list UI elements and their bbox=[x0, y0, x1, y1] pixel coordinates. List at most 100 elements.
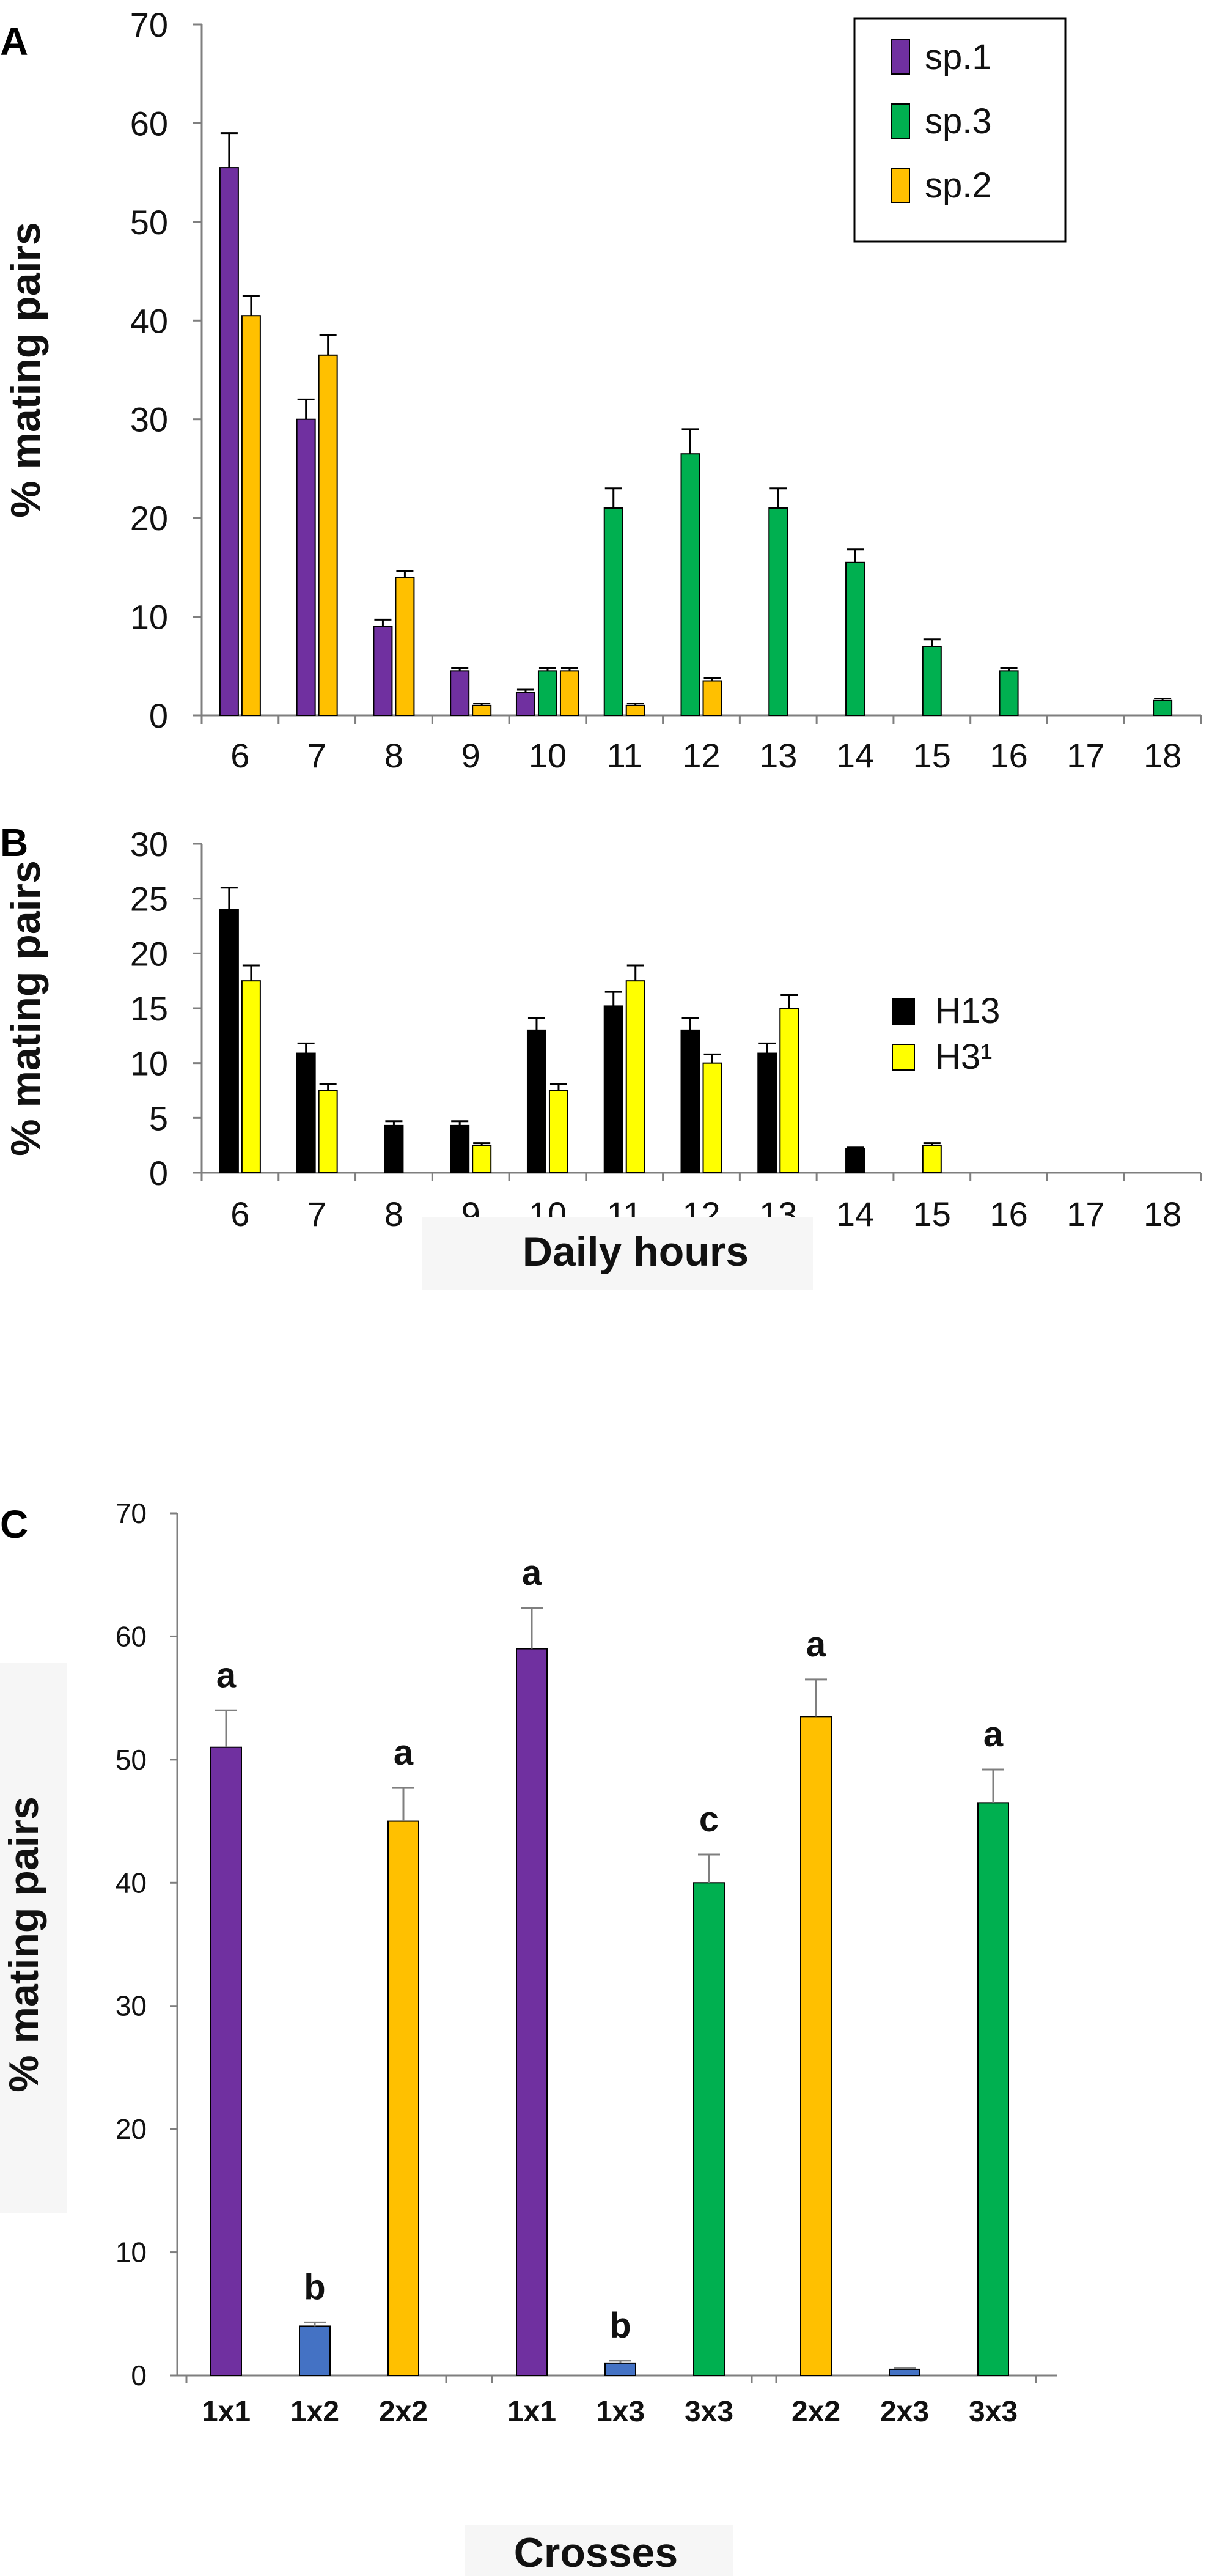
panel-c-x-axis-title: Crosses bbox=[514, 2530, 678, 2576]
panel-a-y-tick-label: 50 bbox=[130, 203, 168, 242]
panel-b-x-tick-label: 18 bbox=[1144, 1195, 1181, 1233]
panel-a-y-tick-label: 60 bbox=[130, 104, 168, 142]
panel-b-bar-h3-11 bbox=[625, 980, 645, 1173]
panel-c-significance-letter: a bbox=[522, 1553, 542, 1593]
panel-a-bar-sp-3-11 bbox=[603, 507, 623, 716]
panel-c-y-tick-label: 30 bbox=[116, 1990, 147, 2022]
panel-b-bar-h3-12 bbox=[702, 1062, 722, 1173]
panel-a-bar-sp-2-12 bbox=[702, 680, 722, 716]
panel-b-bar-h13-6 bbox=[219, 909, 239, 1173]
panel-b-x-tick-label: 15 bbox=[913, 1195, 951, 1233]
panel-a-letter: A bbox=[0, 20, 28, 64]
panel-b-letter: B bbox=[0, 821, 28, 865]
panel-c-bar-group3-3x3 bbox=[977, 1802, 1009, 2377]
panel-a-x-tick-label: 6 bbox=[230, 736, 249, 775]
panel-c-y-tick-label: 40 bbox=[116, 1867, 147, 1899]
panel-a-bar-sp-1-6 bbox=[219, 167, 239, 717]
panel-a-bar-sp-3-12 bbox=[680, 453, 700, 716]
panel-b-bar-h13-10 bbox=[526, 1029, 546, 1174]
panel-a-bar-sp-3-16 bbox=[999, 670, 1019, 717]
panel-c-significance-letter: a bbox=[394, 1733, 414, 1773]
panel-a-bar-sp-1-8 bbox=[373, 626, 393, 716]
panel-c-y-tick-label: 60 bbox=[116, 1620, 147, 1652]
panel-b-x-tick-label: 14 bbox=[836, 1195, 874, 1233]
panel-c-significance-letter: a bbox=[216, 1655, 237, 1695]
panel-c-significance-letter: c bbox=[699, 1799, 719, 1839]
panel-c-y-title-backdrop bbox=[0, 1663, 67, 2213]
panel-a-bar-sp-1-7 bbox=[296, 418, 316, 716]
panel-a-legend-label-sp-1: sp.1 bbox=[925, 37, 992, 77]
panel-a-bar-sp-1-10 bbox=[515, 692, 535, 717]
panel-b-legend-swatch-h13 bbox=[892, 998, 915, 1025]
panel-b-bar-h13-8 bbox=[384, 1124, 404, 1174]
panel-c-significance-letter: b bbox=[304, 2267, 325, 2307]
panel-c-x-tick-label: 1x3 bbox=[596, 2396, 645, 2428]
panel-a-x-tick-label: 17 bbox=[1067, 736, 1104, 775]
panel-b-legend-label-h3: H3¹ bbox=[935, 1037, 992, 1077]
panel-a-legend-swatch-sp-2 bbox=[891, 168, 910, 203]
panel-c-x-tick-label: 1x1 bbox=[507, 2396, 556, 2428]
panel-b-x-tick-label: 6 bbox=[230, 1195, 249, 1233]
panel-b-x-axis-title: Daily hours bbox=[523, 1228, 749, 1275]
panel-b-bar-h13-11 bbox=[603, 1005, 623, 1173]
panel-b-bar-h13-12 bbox=[680, 1029, 700, 1174]
panel-b-x-tick-label: 8 bbox=[384, 1195, 403, 1233]
panel-a-bar-sp-3-14 bbox=[845, 561, 865, 716]
panel-c-letter: C bbox=[0, 1502, 28, 1546]
panel-a-bar-sp-3-15 bbox=[922, 646, 942, 716]
panel-c-y-tick-label: 50 bbox=[116, 1744, 147, 1776]
panel-a-legend-swatch-sp-3 bbox=[891, 103, 910, 139]
panel-a-x-tick-label: 11 bbox=[607, 736, 642, 775]
panel-a-bar-sp-2-10 bbox=[559, 670, 579, 717]
panel-b-x-tick-label: 16 bbox=[990, 1195, 1027, 1233]
panel-c-x-tick-label: 2x2 bbox=[379, 2396, 428, 2428]
panel-c-y-tick-label: 20 bbox=[116, 2113, 147, 2145]
panel-a-bar-sp-2-7 bbox=[318, 354, 338, 716]
panel-a-x-tick-label: 12 bbox=[682, 736, 720, 775]
panel-a-legend-label-sp-2: sp.2 bbox=[925, 166, 992, 205]
panel-c-x-tick-label: 2x3 bbox=[880, 2396, 929, 2428]
panel-a-x-tick-label: 7 bbox=[307, 736, 326, 775]
panel-a-y-tick-label: 20 bbox=[130, 499, 168, 537]
panel-a-y-tick-label: 10 bbox=[130, 598, 168, 637]
panel-a-bar-sp-1-9 bbox=[450, 670, 470, 717]
panel-a-x-tick-label: 18 bbox=[1144, 736, 1181, 775]
panel-b-y-axis-title: % mating pairs bbox=[2, 860, 49, 1156]
panel-b-y-tick-label: 5 bbox=[149, 1099, 168, 1137]
panel-b-y-tick-label: 30 bbox=[130, 825, 168, 863]
panel-b-bar-h13-13 bbox=[757, 1052, 777, 1173]
panel-c-bar-group2-3x3 bbox=[693, 1882, 725, 2376]
panel-b-x-title-backdrop bbox=[422, 1217, 813, 1290]
panel-a-x-tick-label: 8 bbox=[384, 736, 403, 775]
panel-c-x-tick-label: 1x1 bbox=[202, 2396, 251, 2428]
panel-a-x-tick-label: 15 bbox=[913, 736, 951, 775]
panel-c-x-tick-label: 2x2 bbox=[791, 2396, 840, 2428]
panel-b-bar-h3-10 bbox=[548, 1090, 568, 1173]
panel-c-bar-group3-2x3 bbox=[889, 2368, 920, 2376]
panel-a-bar-sp-2-8 bbox=[395, 577, 415, 716]
panel-c-y-tick-label: 70 bbox=[116, 1497, 147, 1529]
panel-c-bar-group1-1x1 bbox=[210, 1746, 242, 2377]
panel-a-legend-label-sp-3: sp.3 bbox=[925, 101, 992, 141]
panel-a-y-tick-label: 30 bbox=[130, 400, 168, 439]
panel-a-legend-box bbox=[853, 17, 1067, 243]
panel-b-bar-h3-15 bbox=[922, 1145, 942, 1173]
panel-b-bar-h3-13 bbox=[779, 1008, 799, 1173]
panel-c-y-tick-label: 0 bbox=[131, 2360, 147, 2391]
panel-c-x-tick-label: 1x2 bbox=[290, 2396, 339, 2428]
panel-b-y-tick-label: 15 bbox=[130, 989, 168, 1028]
panel-a-bar-sp-2-6 bbox=[241, 315, 261, 716]
panel-b-bar-h3-7 bbox=[318, 1090, 338, 1173]
panel-a-y-axis-title: % mating pairs bbox=[2, 222, 49, 518]
panel-b-y-tick-label: 20 bbox=[130, 934, 168, 973]
panel-c-y-tick-label: 10 bbox=[116, 2237, 147, 2268]
panel-a-bar-sp-3-10 bbox=[537, 670, 557, 717]
panel-c-significance-letter: b bbox=[609, 2306, 631, 2345]
panel-b-x-tick-label: 7 bbox=[307, 1195, 326, 1233]
panel-b-bar-h13-14 bbox=[845, 1148, 865, 1173]
panel-c-bar-group3-2x2 bbox=[800, 1716, 832, 2376]
panel-b-bar-h13-7 bbox=[296, 1052, 316, 1173]
panel-b-bar-h3-9 bbox=[472, 1145, 492, 1173]
